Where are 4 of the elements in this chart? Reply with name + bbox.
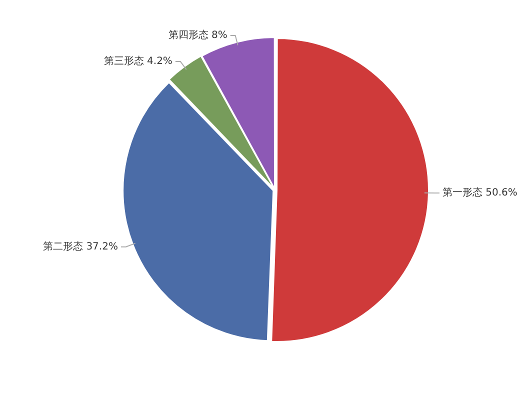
slice-label: 第一形态 50.6% xyxy=(442,186,518,199)
slice-label: 第四形态 8% xyxy=(168,29,228,42)
slice-label: 第二形态 37.2% xyxy=(43,240,118,252)
slice-label: 第三形态 4.2% xyxy=(104,55,172,68)
